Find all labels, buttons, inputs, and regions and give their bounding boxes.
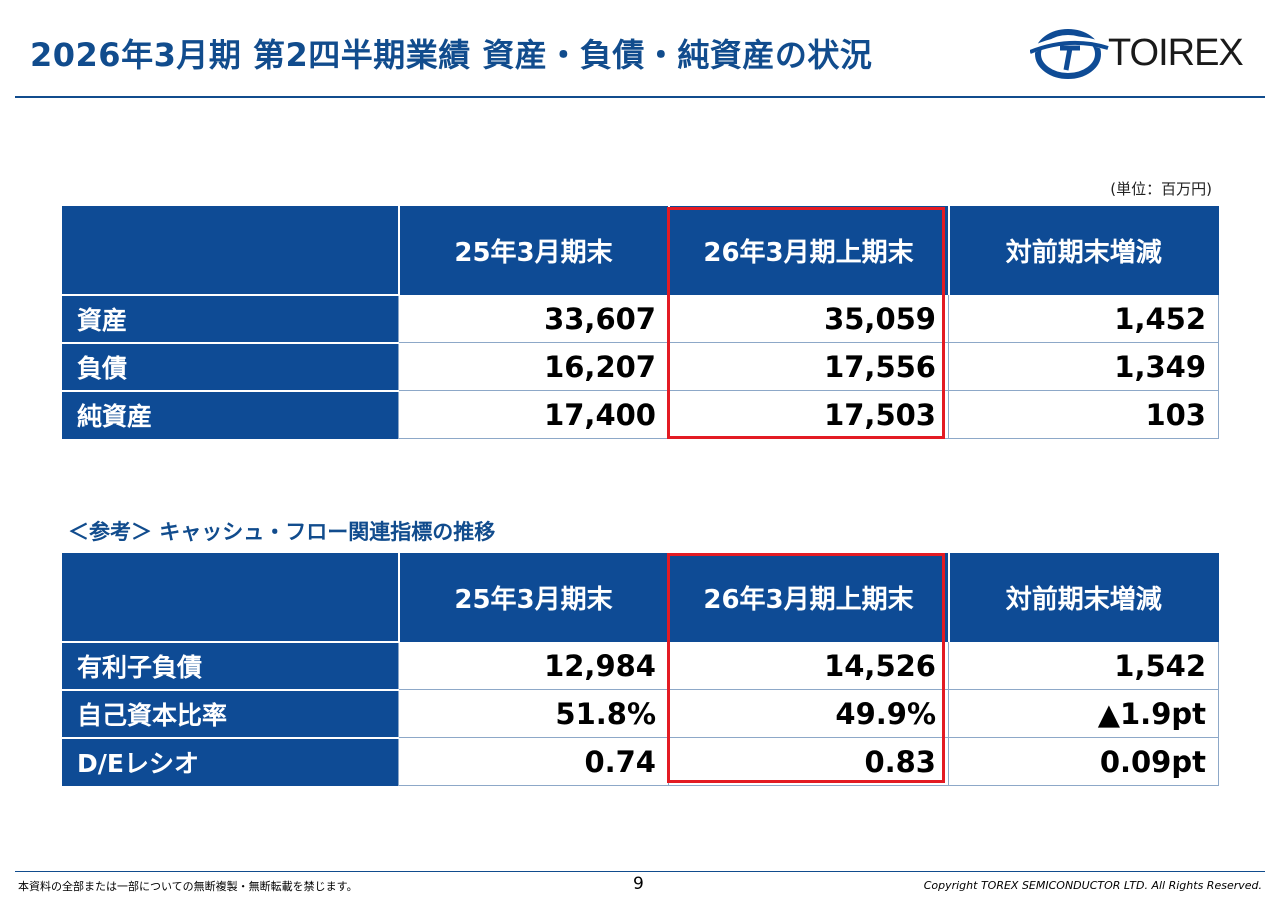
row-label: 純資産 xyxy=(62,389,399,439)
cell-value: 0.83 xyxy=(668,737,949,786)
cell-value: 1,349 xyxy=(948,342,1219,391)
row-label: D/Eレシオ xyxy=(62,736,399,786)
cell-value: 1,452 xyxy=(948,294,1219,343)
page-title: 2026年3月期 第2四半期業績 資産・負債・純資産の状況 xyxy=(30,36,873,74)
logo-emblem-icon xyxy=(1030,29,1109,79)
column-header: 26年3月期上期末 xyxy=(667,553,949,642)
title-divider xyxy=(15,96,1265,98)
cell-value: 17,503 xyxy=(668,390,949,439)
cell-value: 17,556 xyxy=(668,342,949,391)
cell-value: 0.09pt xyxy=(948,737,1219,786)
cell-value: 14,526 xyxy=(668,641,949,690)
cell-value: 49.9% xyxy=(668,689,949,738)
column-header: 26年3月期上期末 xyxy=(667,206,949,295)
cell-value: 12,984 xyxy=(398,641,669,690)
footer-divider xyxy=(15,871,1265,872)
column-header: 対前期末増減 xyxy=(947,553,1219,642)
row-label: 資産 xyxy=(62,293,399,343)
cashflow-table: 25年3月期末 26年3月期上期末 対前期末増減 有利子負債 12,984 14… xyxy=(62,553,1219,786)
row-label: 自己資本比率 xyxy=(62,688,399,738)
header-corner xyxy=(62,553,399,642)
copyright: Copyright TOREX SEMICONDUCTOR LTD. All R… xyxy=(923,879,1262,892)
cell-value: 35,059 xyxy=(668,294,949,343)
header-corner xyxy=(62,206,399,295)
table-row: 有利子負債 12,984 14,526 1,542 xyxy=(62,640,1219,690)
cell-value: 103 xyxy=(948,390,1219,439)
cell-value: ▲1.9pt xyxy=(948,689,1219,738)
cell-value: 51.8% xyxy=(398,689,669,738)
table-row: D/Eレシオ 0.74 0.83 0.09pt xyxy=(62,736,1219,786)
cell-value: 16,207 xyxy=(398,342,669,391)
cell-value: 0.74 xyxy=(398,737,669,786)
cell-value: 17,400 xyxy=(398,390,669,439)
unit-note: (単位：百万円) xyxy=(1110,180,1212,198)
company-logo: TOIREX xyxy=(1030,22,1244,84)
row-label: 負債 xyxy=(62,341,399,391)
footer-disclaimer: 本資料の全部または一部についての無断複製・無断転載を禁じます。 xyxy=(18,880,358,893)
balance-table: 25年3月期末 26年3月期上期末 対前期末増減 資産 33,607 35,05… xyxy=(62,206,1219,439)
page-number: 9 xyxy=(633,874,644,894)
logo-wordmark: TOIREX xyxy=(1108,32,1244,74)
column-header: 25年3月期末 xyxy=(397,206,669,295)
table-header-row: 25年3月期末 26年3月期上期末 対前期末増減 xyxy=(62,206,1219,295)
cell-value: 33,607 xyxy=(398,294,669,343)
column-header: 対前期末増減 xyxy=(947,206,1219,295)
table-row: 資産 33,607 35,059 1,452 xyxy=(62,293,1219,343)
table-row: 純資産 17,400 17,503 103 xyxy=(62,389,1219,439)
cell-value: 1,542 xyxy=(948,641,1219,690)
section-title: ＜参考＞ キャッシュ・フロー関連指標の推移 xyxy=(68,520,496,544)
column-header: 25年3月期末 xyxy=(397,553,669,642)
table-row: 負債 16,207 17,556 1,349 xyxy=(62,341,1219,391)
row-label: 有利子負債 xyxy=(62,640,399,690)
table-row: 自己資本比率 51.8% 49.9% ▲1.9pt xyxy=(62,688,1219,738)
table-header-row: 25年3月期末 26年3月期上期末 対前期末増減 xyxy=(62,553,1219,642)
